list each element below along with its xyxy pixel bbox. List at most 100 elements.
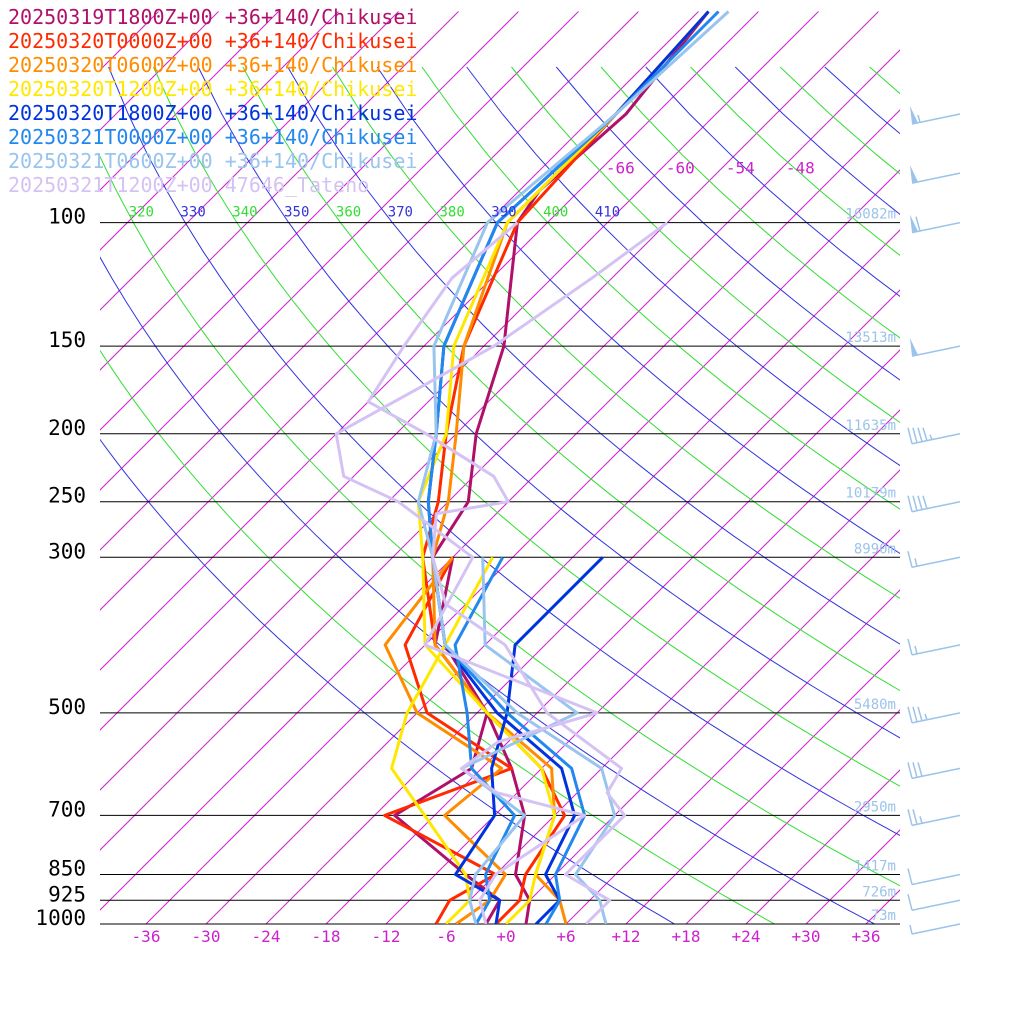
wind-barb-full <box>907 495 913 512</box>
x-tick-label: +0 <box>496 927 515 946</box>
legend-entry: 20250320T0000Z+00 +36+140/Chikusei <box>8 29 417 53</box>
sounding-profiles <box>334 10 730 924</box>
wind-barb-staff <box>911 767 961 780</box>
wind-barb <box>907 706 961 724</box>
isotherm-line <box>100 11 699 611</box>
isotherm-line <box>205 229 900 924</box>
x-tick-label: -24 <box>252 927 281 946</box>
top-temp-label: -66 <box>606 159 635 178</box>
wind-barb-staff <box>911 556 961 569</box>
theta-line <box>108 66 900 837</box>
wind-barb <box>907 638 961 656</box>
x-tick-label: -18 <box>312 927 341 946</box>
theta-line <box>421 66 900 510</box>
legend: 20250319T1800Z+00 +36+140/Chikusei202503… <box>8 5 417 197</box>
pressure-label: 250 <box>48 484 86 508</box>
theta-label: 360 <box>336 205 361 221</box>
wind-barb-staff <box>911 172 961 184</box>
isotherm-line <box>685 709 900 924</box>
isotherm-line <box>565 589 900 924</box>
wind-barb-full <box>917 762 923 777</box>
theta-line <box>914 67 1024 924</box>
dewpoint-profile <box>334 221 669 924</box>
legend-entry: 20250320T0600Z+00 +36+140/Chikusei <box>8 53 417 77</box>
wind-barb-staff <box>911 433 961 445</box>
wind-barb-half <box>919 816 923 824</box>
isotherm-line <box>325 349 900 924</box>
temperature-profile <box>431 10 710 924</box>
pressure-label: 925 <box>48 882 86 906</box>
legend-entry: 20250321T0600Z+00 +36+140/Chikusei <box>8 149 417 173</box>
wind-barb-half <box>924 713 928 721</box>
wind-barb-full <box>922 495 928 509</box>
wind-barb <box>907 495 961 513</box>
height-label: 13513m <box>845 330 896 346</box>
dewpoint-profile <box>390 556 495 924</box>
wind-barb <box>910 105 961 125</box>
isotherm-line <box>145 169 900 924</box>
legend-entry: 20250320T1800Z+00 +36+140/Chikusei <box>8 101 417 125</box>
isotherm-line <box>100 11 759 671</box>
theta-label: 410 <box>595 205 620 221</box>
top-temp-label: -48 <box>786 159 815 178</box>
isotherm-line <box>625 649 900 924</box>
theta-line <box>779 66 900 175</box>
wind-barb-full <box>907 809 913 826</box>
theta-line <box>511 66 900 424</box>
isotherm-line <box>745 769 900 924</box>
height-label: 10179m <box>845 486 896 502</box>
wind-barb-staff <box>911 501 961 513</box>
wind-barb <box>907 427 961 445</box>
wind-barb <box>907 809 961 827</box>
pressure-label: 300 <box>48 539 86 563</box>
pressure-label: 500 <box>48 695 86 719</box>
x-tick-label: -12 <box>372 927 401 946</box>
wind-barb-full <box>922 427 928 441</box>
temperature-profile <box>431 10 710 924</box>
pressure-label: 850 <box>48 856 86 880</box>
theta-label: 380 <box>439 205 464 221</box>
theta-label: 400 <box>543 205 568 221</box>
theta-line <box>1004 67 1024 924</box>
wind-barb-full <box>907 868 913 885</box>
wind-barb-staff <box>911 899 961 911</box>
isotherm-line <box>986 11 1024 924</box>
wind-barb-half <box>909 924 913 935</box>
isotherm-line <box>100 11 519 431</box>
theta-line <box>959 67 1024 924</box>
theta-label: 370 <box>388 205 413 221</box>
wind-barb-staff <box>911 345 961 357</box>
legend-entry: 20250321T1200Z+00 47646_Tateno <box>8 173 369 197</box>
temperature-profile <box>416 10 710 924</box>
wind-barb-full <box>907 706 913 724</box>
pressure-label: 100 <box>48 205 86 229</box>
wind-barb-full <box>917 706 923 722</box>
top-temp-label: -60 <box>666 159 695 178</box>
height-label: 726m <box>862 884 896 900</box>
pressure-label: 1000 <box>35 906 86 930</box>
wind-barb-flag <box>910 165 918 184</box>
wind-barb <box>907 551 961 569</box>
height-label: 1417m <box>854 858 896 874</box>
temperature-profile <box>426 10 710 924</box>
theta-line <box>100 155 900 887</box>
theta-label: 340 <box>232 205 257 221</box>
wind-barb-full <box>912 809 918 825</box>
isotherm-line <box>100 11 339 251</box>
isotherm-line <box>265 289 900 924</box>
wind-barb-full <box>912 495 918 511</box>
wind-barb-full <box>907 427 913 444</box>
legend-entry: 20250320T1200Z+00 +36+140/Chikusei <box>8 77 417 101</box>
wind-barb <box>909 923 961 935</box>
wind-barb-full <box>907 762 913 779</box>
wind-barb-full <box>912 762 918 778</box>
height-label: 2950m <box>854 799 896 815</box>
temperature-profile <box>366 221 627 924</box>
theta-line <box>100 256 875 924</box>
pressure-label: 200 <box>48 416 86 440</box>
isotherm-line <box>505 529 900 924</box>
legend-entry: 20250321T0000Z+00 +36+140/Chikusei <box>8 125 417 149</box>
wind-barb <box>910 214 961 234</box>
wind-barb <box>910 165 961 184</box>
